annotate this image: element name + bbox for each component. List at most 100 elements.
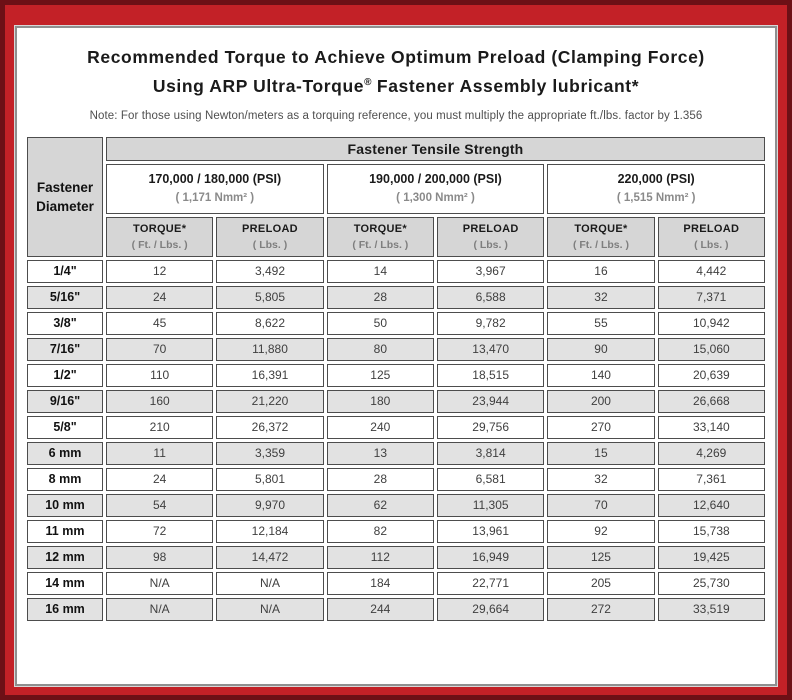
preload-column-unit: ( Lbs. ) bbox=[252, 238, 288, 251]
note-text: Note: For those using Newton/meters as a… bbox=[89, 109, 703, 122]
psi-group-190-200-nmm: ( 1,300 Nmm² ) bbox=[396, 192, 475, 205]
torque-column-label: TORQUE* bbox=[353, 222, 407, 235]
preload-column-header-1: PRELOAD ( Lbs. ) bbox=[216, 216, 324, 257]
psi-group-190-200-label: 190,000 / 200,000 (PSI) bbox=[369, 172, 502, 187]
torque-value-cell: 24 bbox=[106, 285, 214, 309]
preload-value-cell: 26,668 bbox=[657, 389, 765, 413]
torque-column-header-1: TORQUE* ( Ft. / Lbs. ) bbox=[106, 216, 214, 257]
table-row: 11 mm 72 12,184 82 13,961 92 15,738 bbox=[27, 519, 765, 543]
preload-value-cell: 6,581 bbox=[436, 467, 545, 491]
preload-value-cell: 15,738 bbox=[657, 519, 765, 543]
diameter-cell: 1/2" bbox=[27, 363, 103, 387]
diameter-cell: 14 mm bbox=[27, 571, 103, 595]
preload-value-cell: 9,970 bbox=[216, 493, 324, 517]
torque-value-cell: 160 bbox=[106, 389, 214, 413]
torque-value-cell: 125 bbox=[547, 545, 655, 569]
column-header-row: TORQUE* ( Ft. / Lbs. ) PRELOAD ( Lbs. ) … bbox=[27, 216, 765, 257]
table-row: 7/16" 70 11,880 80 13,470 90 15,060 bbox=[27, 337, 765, 361]
preload-value-cell: 33,519 bbox=[657, 597, 765, 621]
preload-value-cell: 5,801 bbox=[216, 467, 324, 491]
torque-value-cell: 140 bbox=[547, 363, 655, 387]
torque-table: Fastener Diameter Fastener Tensile Stren… bbox=[24, 134, 768, 624]
torque-value-cell: 16 bbox=[547, 259, 655, 283]
torque-value-cell: 13 bbox=[326, 441, 434, 465]
torque-value-cell: 70 bbox=[547, 493, 655, 517]
diameter-cell: 6 mm bbox=[27, 441, 103, 465]
preload-value-cell: 10,942 bbox=[657, 311, 765, 335]
diameter-cell: 5/8" bbox=[27, 415, 103, 439]
torque-value-cell: 125 bbox=[326, 363, 434, 387]
preload-value-cell: 18,515 bbox=[436, 363, 545, 387]
torque-column-unit: ( Ft. / Lbs. ) bbox=[352, 238, 409, 251]
table-row: 3/8" 45 8,622 50 9,782 55 10,942 bbox=[27, 311, 765, 335]
diameter-cell: 1/4" bbox=[27, 259, 103, 283]
psi-group-220: 220,000 (PSI) ( 1,515 Nmm² ) bbox=[547, 163, 765, 214]
preload-value-cell: 7,361 bbox=[657, 467, 765, 491]
diameter-cell: 9/16" bbox=[27, 389, 103, 413]
preload-column-unit: ( Lbs. ) bbox=[694, 238, 729, 251]
table-row: 6 mm 11 3,359 13 3,814 15 4,269 bbox=[27, 441, 765, 465]
preload-value-cell: 16,949 bbox=[436, 545, 545, 569]
preload-value-cell: 3,814 bbox=[436, 441, 545, 465]
torque-column-unit: ( Ft. / Lbs. ) bbox=[131, 238, 188, 251]
psi-group-170-180: 170,000 / 180,000 (PSI) ( 1,171 Nmm² ) bbox=[106, 163, 324, 214]
title-line-2-text: Using ARP Ultra-Torque bbox=[152, 75, 365, 96]
preload-value-cell: 22,771 bbox=[436, 571, 545, 595]
torque-value-cell: 55 bbox=[547, 311, 655, 335]
preload-value-cell: 29,756 bbox=[436, 415, 545, 439]
table-row: 12 mm 98 14,472 112 16,949 125 19,425 bbox=[27, 545, 765, 569]
diameter-cell: 16 mm bbox=[27, 597, 103, 621]
preload-value-cell: 19,425 bbox=[657, 545, 765, 569]
title-line-1: Recommended Torque to Achieve Optimum Pr… bbox=[87, 47, 705, 67]
torque-value-cell: 70 bbox=[106, 337, 214, 361]
preload-value-cell: 11,305 bbox=[436, 493, 545, 517]
torque-value-cell: N/A bbox=[106, 597, 214, 621]
torque-column-label: TORQUE* bbox=[574, 222, 628, 235]
diameter-cell: 5/16" bbox=[27, 285, 103, 309]
torque-column-header-3: TORQUE* ( Ft. / Lbs. ) bbox=[547, 216, 655, 257]
preload-value-cell: 4,269 bbox=[657, 441, 765, 465]
registered-trademark-symbol: ® bbox=[364, 77, 372, 88]
torque-value-cell: 270 bbox=[547, 415, 655, 439]
psi-group-row: 170,000 / 180,000 (PSI) ( 1,171 Nmm² ) 1… bbox=[27, 163, 765, 214]
table-body: 1/4" 12 3,492 14 3,967 16 4,442 5/16" 24 5,805 28 6… bbox=[27, 259, 765, 621]
torque-value-cell: 244 bbox=[326, 597, 434, 621]
title-line-2: Using ARP Ultra-Torque® Fastener Assembl… bbox=[20, 70, 772, 99]
preload-value-cell: 7,371 bbox=[657, 285, 765, 309]
table-row: 5/16" 24 5,805 28 6,588 32 7,371 bbox=[27, 285, 765, 309]
preload-column-label: PRELOAD bbox=[462, 222, 519, 235]
psi-group-220-label: 220,000 (PSI) bbox=[617, 172, 695, 187]
torque-value-cell: 80 bbox=[326, 337, 434, 361]
preload-value-cell: 33,140 bbox=[657, 415, 765, 439]
preload-column-header-3: PRELOAD ( Lbs. ) bbox=[657, 216, 765, 257]
torque-value-cell: 200 bbox=[547, 389, 655, 413]
diameter-cell: 3/8" bbox=[27, 311, 103, 335]
torque-column-label: TORQUE* bbox=[133, 222, 187, 235]
preload-value-cell: 12,184 bbox=[216, 519, 324, 543]
torque-value-cell: 90 bbox=[547, 337, 655, 361]
table-row: 8 mm 24 5,801 28 6,581 32 7,361 bbox=[27, 467, 765, 491]
preload-value-cell: 9,782 bbox=[436, 311, 545, 335]
table-row: 10 mm 54 9,970 62 11,305 70 12,640 bbox=[27, 493, 765, 517]
tensile-strength-header: Fastener Tensile Strength bbox=[106, 136, 765, 161]
table-header: Fastener Diameter Fastener Tensile Stren… bbox=[27, 136, 765, 257]
table-row: 9/16" 160 21,220 180 23,944 200 26,668 bbox=[27, 389, 765, 413]
preload-value-cell: N/A bbox=[216, 571, 324, 595]
torque-value-cell: 11 bbox=[106, 441, 214, 465]
page-title: Recommended Torque to Achieve Optimum Pr… bbox=[20, 44, 772, 99]
preload-value-cell: 3,967 bbox=[436, 259, 545, 283]
torque-value-cell: 24 bbox=[106, 467, 214, 491]
torque-value-cell: 62 bbox=[326, 493, 434, 517]
torque-value-cell: 32 bbox=[547, 467, 655, 491]
table-row: 5/8" 210 26,372 240 29,756 270 33,140 bbox=[27, 415, 765, 439]
tensile-strength-row: Fastener Diameter Fastener Tensile Stren… bbox=[27, 136, 765, 257]
preload-value-cell: 21,220 bbox=[216, 389, 324, 413]
preload-value-cell: 13,470 bbox=[436, 337, 545, 361]
preload-value-cell: 6,588 bbox=[436, 285, 545, 309]
preload-value-cell: 12,640 bbox=[657, 493, 765, 517]
preload-column-label: PRELOAD bbox=[683, 222, 740, 235]
table-row: 16 mm N/A N/A 244 29,664 272 33,519 bbox=[27, 597, 765, 621]
fastener-diameter-label-line1: Fastener bbox=[36, 179, 94, 195]
preload-value-cell: N/A bbox=[216, 597, 324, 621]
diameter-cell: 11 mm bbox=[27, 519, 103, 543]
